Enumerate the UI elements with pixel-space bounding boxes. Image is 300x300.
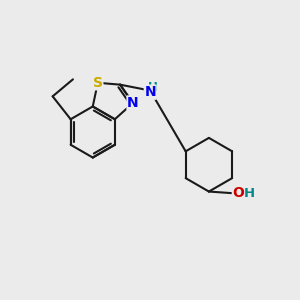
Text: N: N [144, 85, 156, 99]
Text: N: N [127, 96, 139, 110]
Text: O: O [232, 186, 244, 200]
Text: H: H [148, 81, 158, 94]
Text: H: H [244, 187, 255, 200]
Text: S: S [93, 76, 103, 90]
